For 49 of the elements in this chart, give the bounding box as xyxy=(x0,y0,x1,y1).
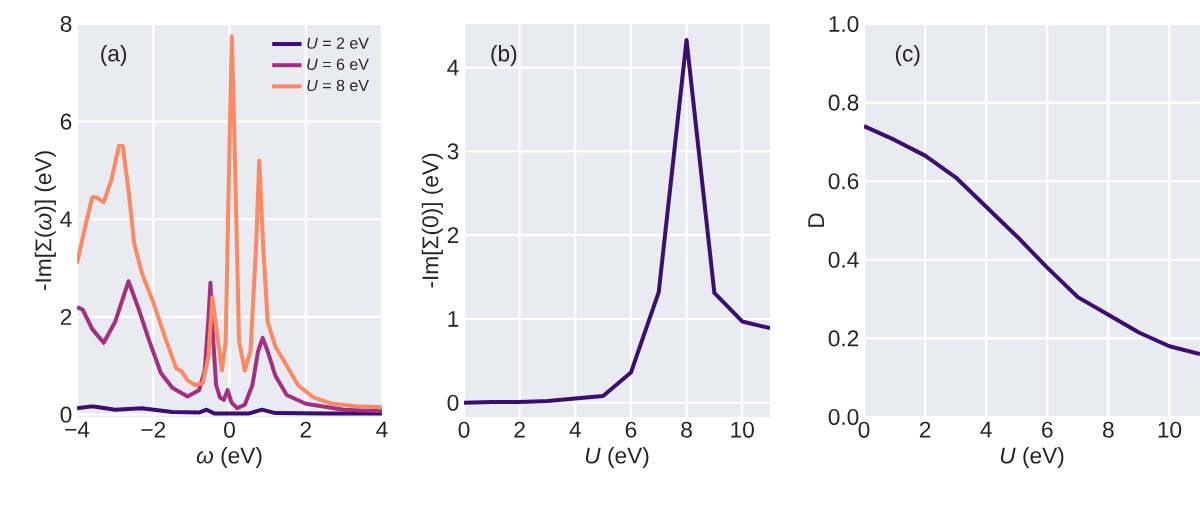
line-series xyxy=(864,124,1200,357)
x-tick-label: 2 xyxy=(514,421,525,438)
legend-label: U = 6 eV xyxy=(307,58,369,70)
y-tick-label: 0 xyxy=(447,394,459,411)
y-tick-label: 2 xyxy=(60,308,72,325)
x-axis-title: ω (eV) xyxy=(196,446,262,469)
x-tick-label: 8 xyxy=(1103,421,1114,438)
x-tick-label: 2 xyxy=(300,421,311,438)
y-tick-label: 6 xyxy=(60,113,72,130)
y-tick-label: 1 xyxy=(448,311,459,327)
line-series xyxy=(77,34,383,410)
x-tick-label: 4 xyxy=(569,421,581,438)
line-series xyxy=(77,279,383,414)
y-tick-label: 4 xyxy=(447,59,459,76)
y-tick-label: 8 xyxy=(60,15,72,33)
y-tick-label: 1.0 xyxy=(829,15,859,33)
y-tick-label: 0.8 xyxy=(828,94,859,111)
y-tick-label: 2 xyxy=(447,227,459,244)
x-tick-label: 4 xyxy=(376,421,388,438)
x-tick-label: 6 xyxy=(1042,421,1053,438)
x-tick-label: 10 xyxy=(731,421,754,438)
x-axis-title: U (eV) xyxy=(585,446,649,469)
y-tick-label: 0 xyxy=(60,406,72,423)
annotation: (a) xyxy=(101,44,127,66)
x-tick-label: −2 xyxy=(141,421,166,438)
annotation: (b) xyxy=(491,44,517,66)
x-tick-label: −4 xyxy=(65,421,90,438)
x-tick-label: 8 xyxy=(681,421,692,438)
y-tick-label: 0.0 xyxy=(828,408,859,426)
x-tick-label: 4 xyxy=(980,421,992,438)
x-tick-label: 6 xyxy=(625,421,637,438)
x-tick-label: 10 xyxy=(1158,421,1182,438)
x-tick-label: 0 xyxy=(858,421,870,438)
legend-label: U = 8 eV xyxy=(307,79,369,92)
annotation: (c) xyxy=(895,44,920,66)
y-axis-title: D xyxy=(808,213,824,227)
legend-label: U = 2 eV xyxy=(307,37,369,49)
y-tick-label: 4 xyxy=(60,211,72,228)
y-tick-label: 3 xyxy=(447,143,459,160)
x-axis-title: U (eV) xyxy=(1000,446,1064,469)
y-axis-title: -Im[Σ(ω)] (eV) xyxy=(34,151,56,291)
x-tick-label: 0 xyxy=(224,421,235,438)
y-tick-label: 0.6 xyxy=(828,173,859,190)
y-axis-title: -Im[Σ(0)] (eV) xyxy=(421,153,443,288)
x-tick-label: 2 xyxy=(919,421,931,438)
y-tick-label: 0.2 xyxy=(828,330,859,347)
x-tick-label: 0 xyxy=(458,421,470,438)
y-tick-label: 0.4 xyxy=(828,251,859,268)
line-series xyxy=(77,404,383,416)
